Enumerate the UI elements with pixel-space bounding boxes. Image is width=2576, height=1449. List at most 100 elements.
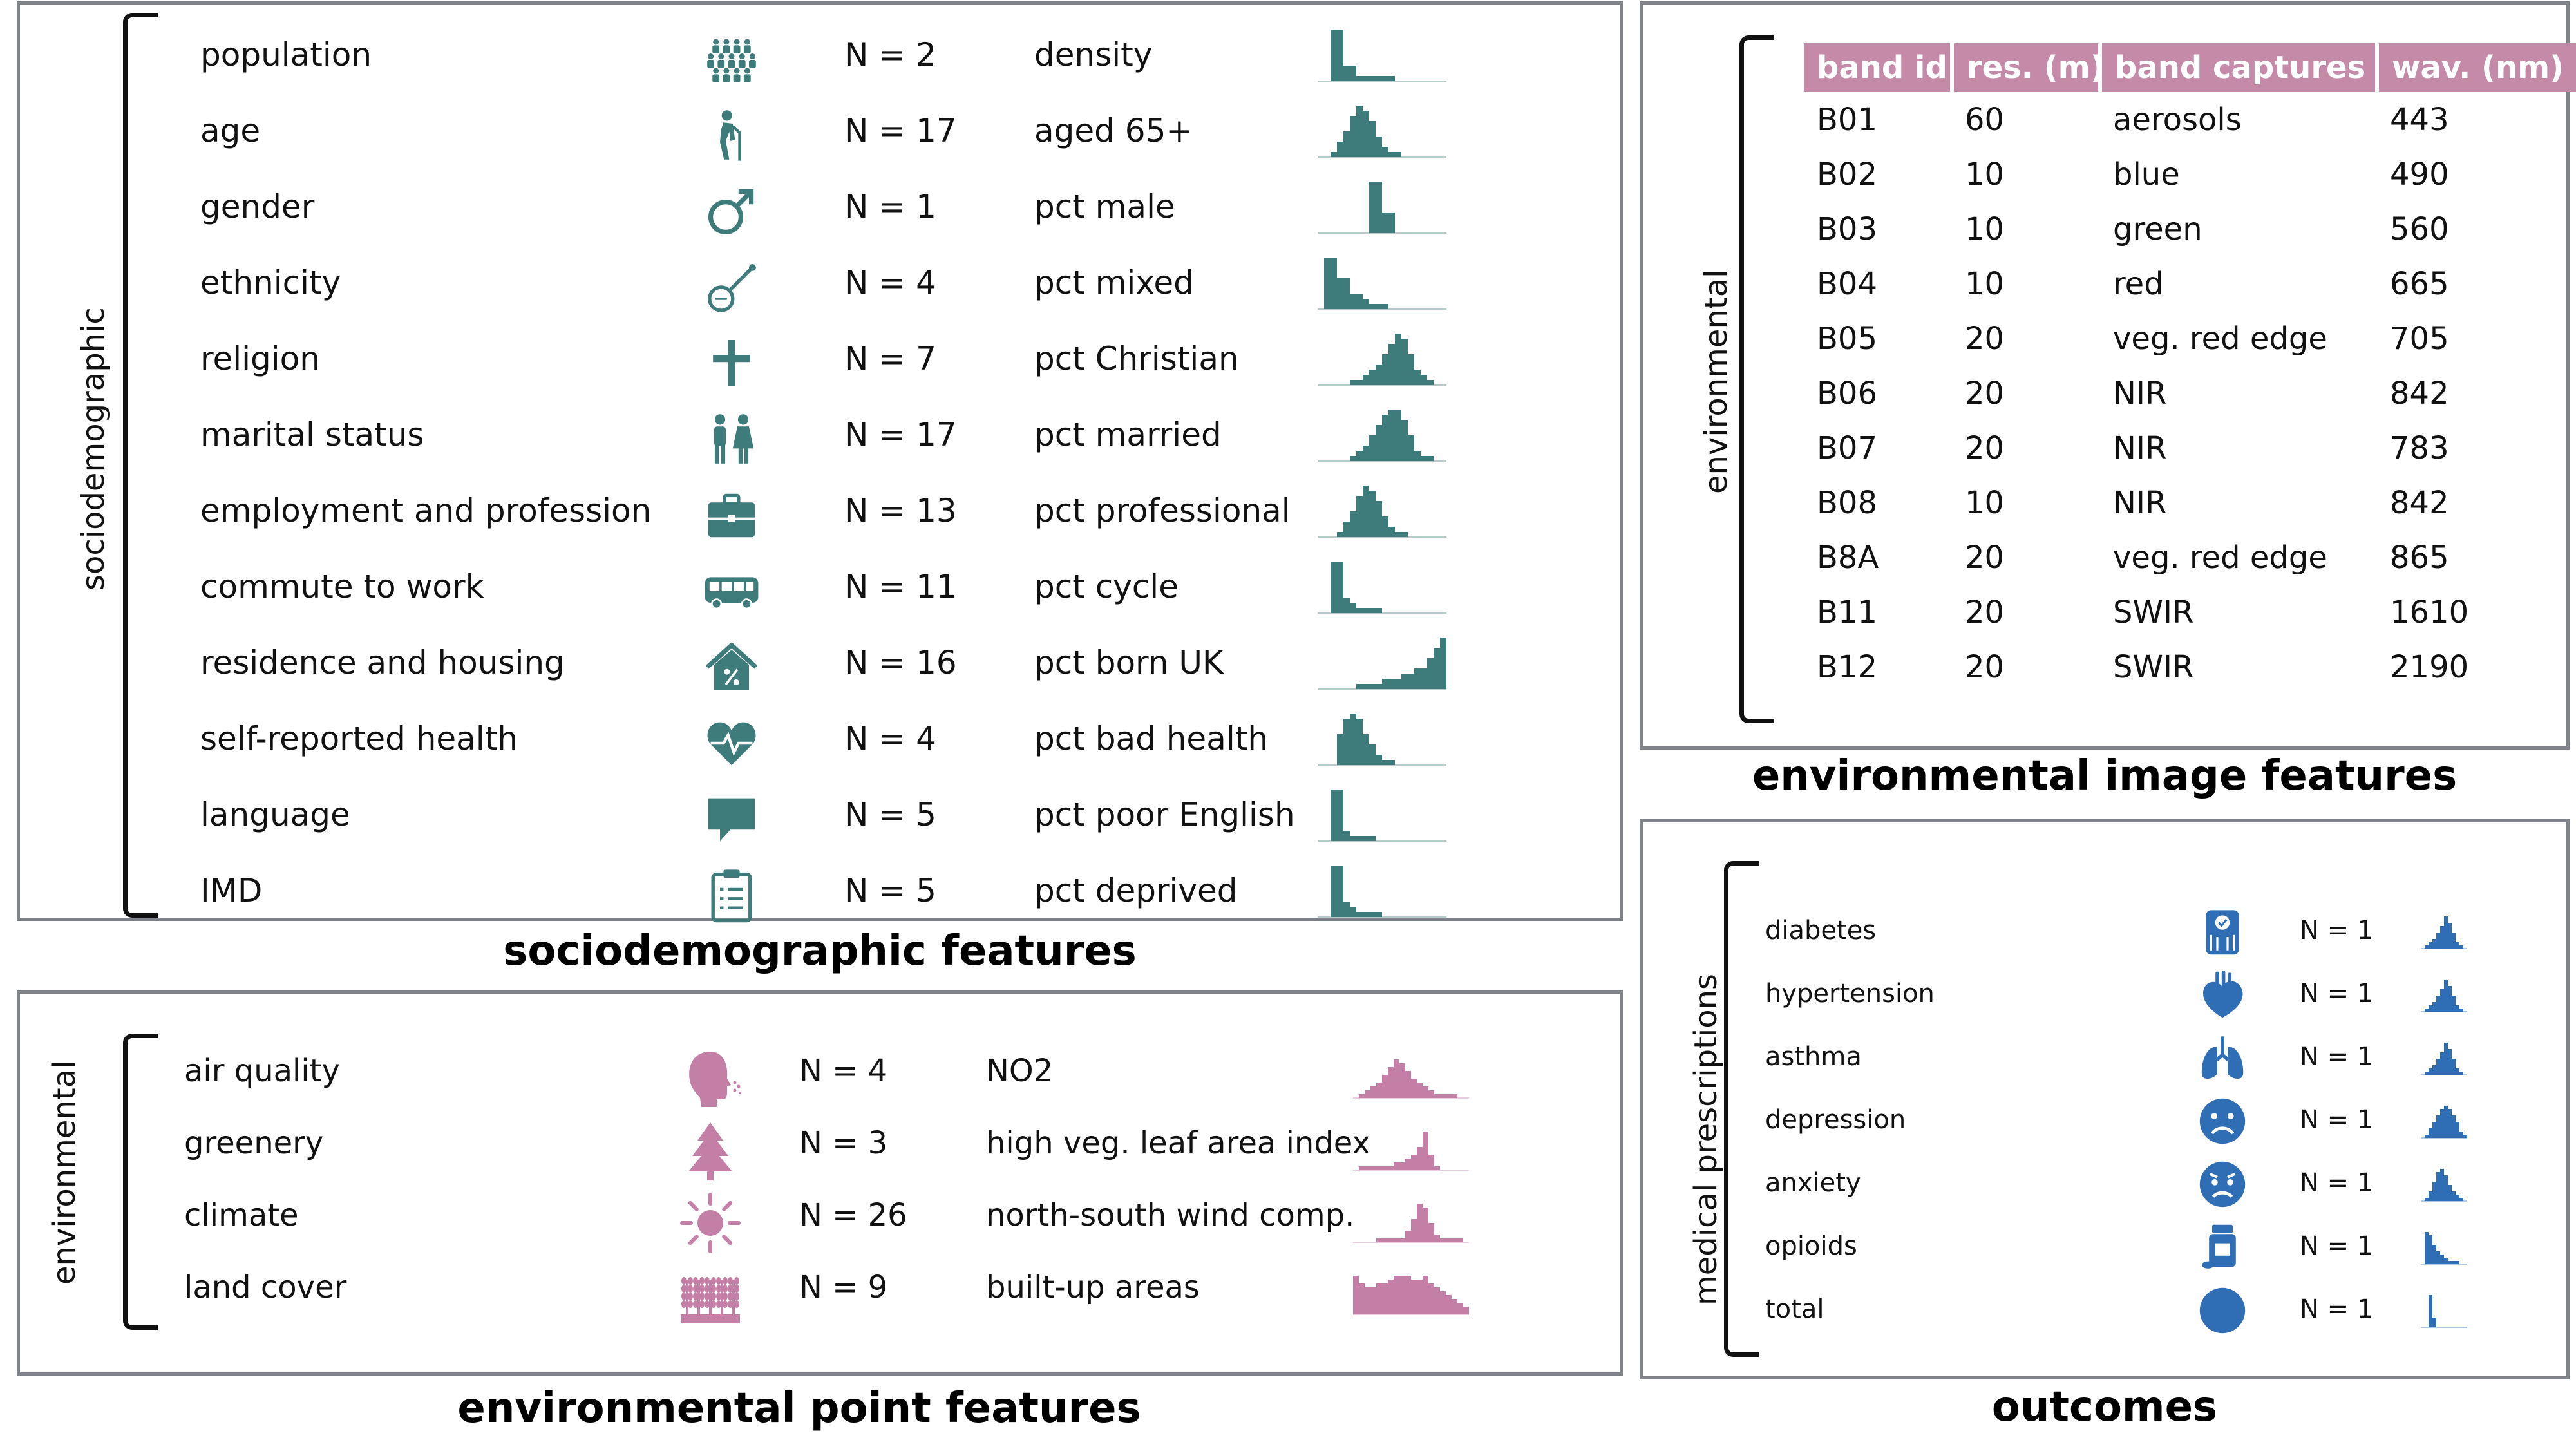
histogram-bar — [2452, 1191, 2456, 1201]
column-header: band id — [1804, 43, 1954, 92]
feature-name: anxiety — [1765, 1168, 1861, 1198]
histogram-bar — [2436, 996, 2440, 1012]
feature-name: land cover — [184, 1269, 347, 1305]
feature-name: IMD — [200, 872, 263, 909]
table-cell: B03 — [1817, 211, 1878, 247]
histogram-bar — [2432, 1245, 2436, 1264]
histogram-bar — [2448, 1109, 2452, 1138]
histogram-bar — [1363, 608, 1369, 613]
histogram-bar — [1428, 1283, 1434, 1314]
histogram-bar — [1356, 106, 1363, 157]
histogram-bar — [1440, 638, 1446, 689]
environmental-point-row: air quality N = 4 NO2 — [20, 1040, 1620, 1111]
sociodemographic-caption: sociodemographic features — [503, 927, 1137, 975]
table-cell: 10 — [1965, 265, 2005, 302]
histogram-bar — [1376, 1238, 1382, 1242]
histogram-bar — [1350, 836, 1356, 841]
histogram-bar — [1388, 344, 1395, 385]
table-cell: green — [2113, 211, 2202, 247]
feature-name: religion — [200, 340, 320, 377]
distribution-histogram — [2421, 916, 2517, 983]
feature-name: marital status — [200, 416, 424, 453]
histogram-bar — [1394, 1059, 1399, 1098]
histogram-bar — [1440, 1291, 1446, 1314]
histogram-bar — [1382, 1166, 1388, 1170]
distribution-histogram — [2421, 980, 2517, 1046]
histogram-bar — [1369, 684, 1376, 689]
feature-count: N = 9 — [799, 1269, 888, 1305]
histogram-bar — [2456, 1261, 2459, 1264]
feature-variable: pct mixed — [1034, 264, 1194, 301]
distribution-histogram — [1318, 258, 1485, 334]
histogram-bar — [2436, 1115, 2440, 1138]
histogram-bar — [1388, 410, 1395, 461]
histogram-bar — [1363, 375, 1369, 385]
histogram-bar — [2459, 945, 2463, 949]
distribution-histogram — [1353, 1204, 1482, 1280]
histogram-bar — [1356, 496, 1363, 537]
table-cell: 20 — [1965, 649, 2005, 685]
histogram-bar — [1350, 66, 1356, 81]
band-table: band id res. (m) band captures wav. (nm) B0… — [1804, 43, 2576, 694]
histogram-bar — [1395, 334, 1401, 385]
histogram-bar — [1363, 446, 1369, 461]
sociodemographic-row: marital status N = 17 pct married — [20, 401, 1620, 465]
feature-name: climate — [184, 1197, 299, 1233]
histogram-bar — [1369, 304, 1376, 309]
histogram-bar — [1376, 365, 1382, 385]
histogram-bar — [2440, 1169, 2444, 1201]
histogram-bar — [1376, 1166, 1382, 1170]
histogram-bar — [1369, 608, 1376, 613]
histogram-bar — [1376, 425, 1382, 461]
column-header: res. (m) — [1952, 43, 2102, 92]
histogram-bar — [1427, 658, 1434, 689]
histogram-bar — [1350, 380, 1356, 385]
distribution-histogram — [1318, 182, 1485, 258]
histogram-bar — [1434, 1166, 1440, 1170]
histogram-bar — [1331, 30, 1337, 81]
histogram-bar — [1446, 1295, 1452, 1314]
feature-name: employment and profession — [200, 492, 652, 529]
distribution-histogram — [1318, 106, 1485, 182]
histogram-bar — [2440, 989, 2444, 1012]
histogram-bar — [1417, 1147, 1423, 1170]
sociodemographic-row: commute to work N = 11 pct cycle — [20, 553, 1620, 617]
histogram-bar — [1411, 1079, 1417, 1098]
histogram-bar — [1350, 907, 1356, 917]
histogram-bar — [1356, 76, 1363, 81]
table-cell: 20 — [1965, 320, 2005, 357]
environmental-image-bracket — [1739, 35, 1774, 723]
table-row: B06 20 NIR 842 — [1804, 366, 2576, 421]
table-cell: 865 — [2390, 539, 2449, 576]
distribution-histogram — [2421, 1295, 2517, 1362]
worried-face-icon — [2197, 1159, 2248, 1210]
table-cell: NIR — [2113, 375, 2167, 412]
histogram-bar — [1427, 380, 1434, 385]
histogram-bar — [1401, 532, 1408, 537]
histogram-bar — [2448, 1185, 2452, 1201]
histogram-bar — [1363, 111, 1369, 157]
feature-count: N = 13 — [844, 492, 957, 529]
histogram-bar — [2452, 1261, 2456, 1264]
population-icon — [703, 30, 761, 88]
histogram-bar — [1376, 912, 1382, 917]
histogram-bar — [1343, 831, 1350, 841]
histogram-bar — [2432, 1182, 2436, 1201]
histogram-bar — [1382, 213, 1388, 233]
feature-name: residence and housing — [200, 644, 565, 681]
histogram-bar — [1382, 304, 1388, 309]
histogram-bar — [2444, 1258, 2448, 1264]
distribution-histogram — [1318, 486, 1485, 562]
feature-name: opioids — [1765, 1231, 1857, 1261]
histogram-bar — [1356, 294, 1363, 309]
histogram-bar — [2429, 1295, 2432, 1327]
distribution-histogram — [2421, 1169, 2517, 1236]
feature-name: air quality — [184, 1053, 340, 1089]
histogram-bar — [1350, 511, 1356, 537]
histogram-bar — [1343, 131, 1350, 157]
distribution-histogram — [1318, 410, 1485, 486]
table-cell: veg. red edge — [2113, 320, 2327, 357]
histogram-bar — [1395, 679, 1401, 689]
histogram-bar — [1394, 1276, 1399, 1314]
feature-variable: density — [1034, 36, 1153, 73]
